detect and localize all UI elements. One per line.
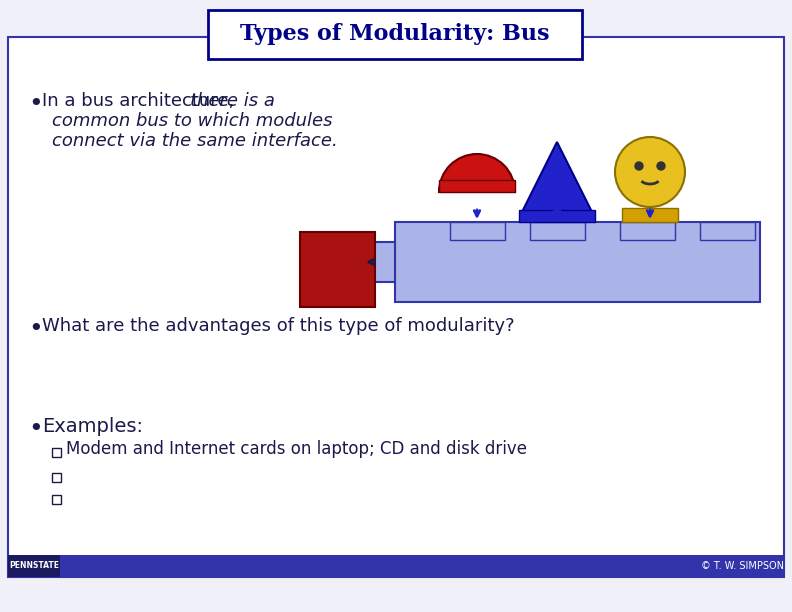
FancyBboxPatch shape	[208, 10, 582, 59]
Bar	[450, 222, 505, 240]
Bar	[620, 222, 675, 240]
Bar	[395, 222, 760, 302]
Circle shape	[615, 137, 685, 207]
Text: connect via the same interface.: connect via the same interface.	[52, 132, 337, 150]
Text: PENNSTATE: PENNSTATE	[9, 561, 59, 570]
Bar	[439, 180, 515, 192]
Bar	[622, 208, 678, 222]
Text: •: •	[28, 92, 43, 116]
Bar	[52, 473, 61, 482]
Polygon shape	[522, 142, 592, 212]
Text: © T. W. SIMPSON: © T. W. SIMPSON	[701, 561, 784, 571]
Circle shape	[657, 162, 665, 170]
Text: Types of Modularity: Bus: Types of Modularity: Bus	[240, 23, 550, 45]
Text: In a bus architecture,: In a bus architecture,	[42, 92, 240, 110]
Text: What are the advantages of this type of modularity?: What are the advantages of this type of …	[42, 317, 515, 335]
Text: common bus to which modules: common bus to which modules	[52, 112, 333, 130]
Text: •: •	[28, 417, 43, 441]
Bar	[8, 37, 784, 577]
Bar	[365, 242, 395, 282]
Bar	[530, 222, 585, 240]
Bar	[52, 495, 61, 504]
Bar	[52, 448, 61, 457]
Bar	[8, 555, 60, 577]
Wedge shape	[439, 154, 515, 192]
Bar	[300, 232, 375, 307]
Text: Examples:: Examples:	[42, 417, 143, 436]
Text: there is a: there is a	[190, 92, 275, 110]
Bar	[700, 222, 755, 240]
Bar	[519, 210, 595, 222]
Bar	[8, 555, 784, 577]
Circle shape	[635, 162, 643, 170]
Text: Modem and Internet cards on laptop; CD and disk drive: Modem and Internet cards on laptop; CD a…	[66, 440, 527, 458]
Text: •: •	[28, 317, 43, 341]
